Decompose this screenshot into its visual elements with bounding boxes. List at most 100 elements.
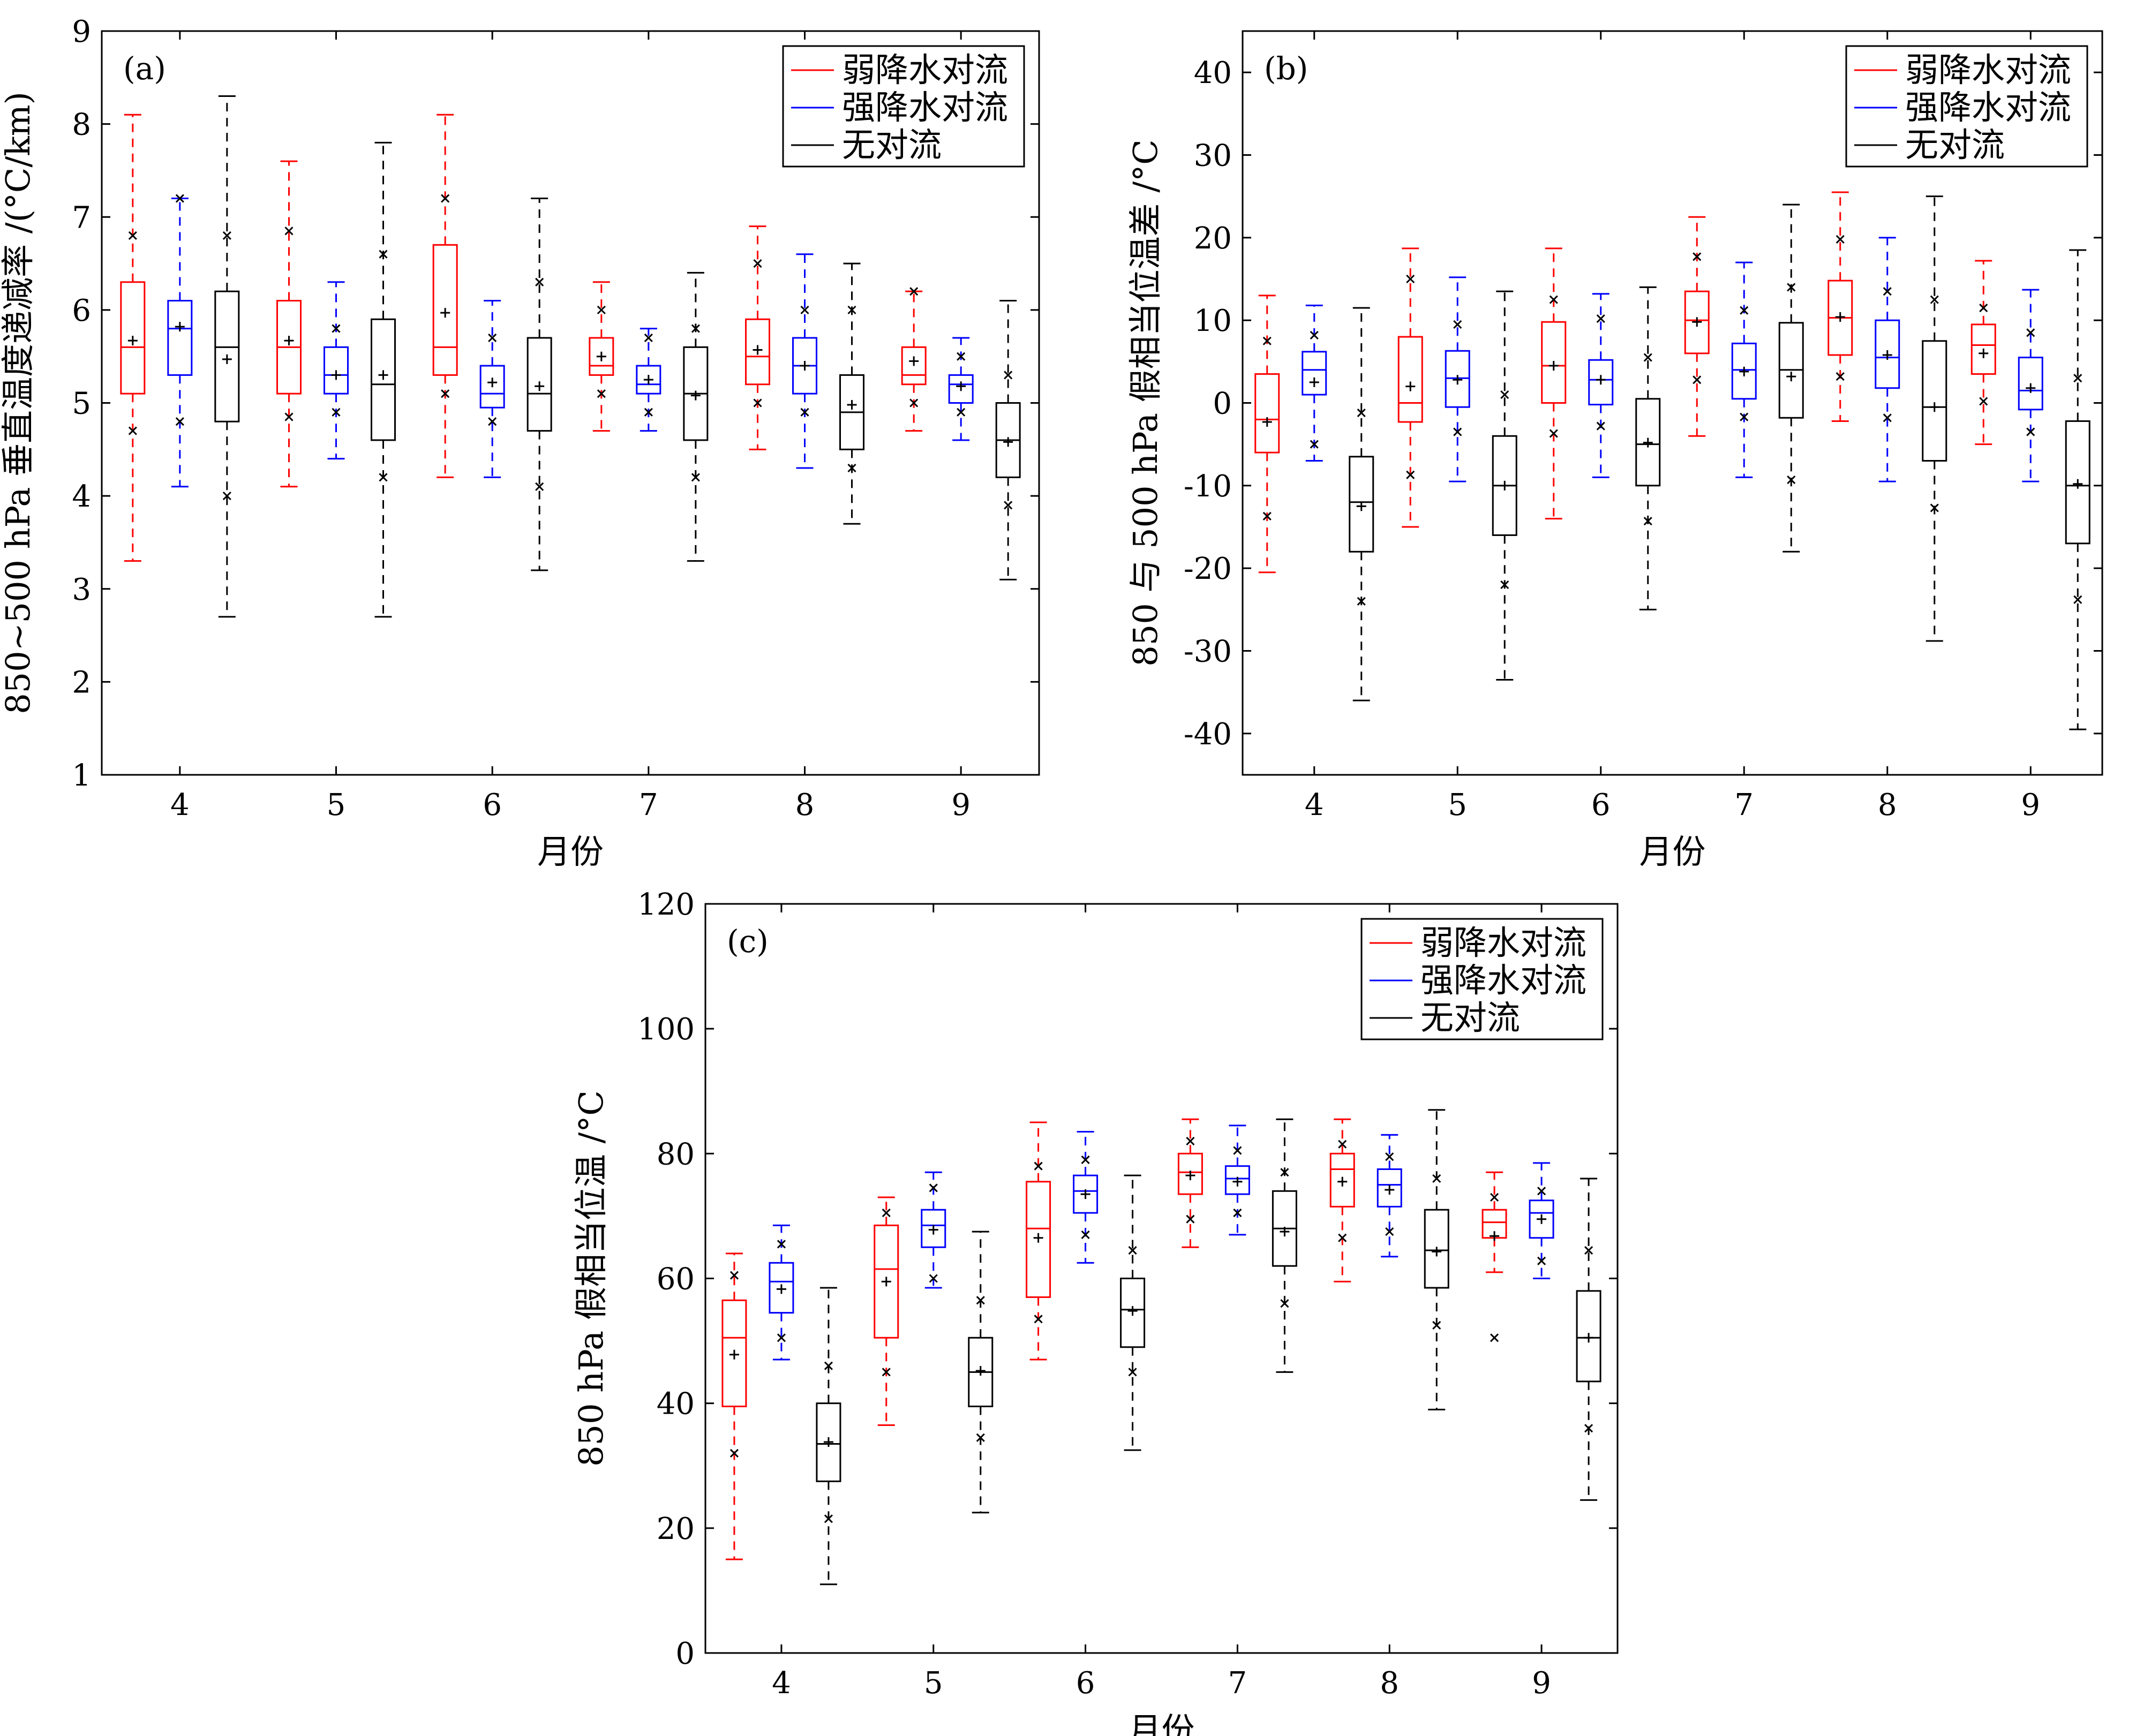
upper-percentile-marker	[284, 227, 294, 236]
mean-marker	[1979, 348, 1989, 358]
y-tick-label: 0	[675, 1636, 695, 1671]
box-8	[1424, 1109, 1449, 1410]
upper-percentile-marker	[691, 324, 700, 333]
upper-percentile-marker	[1310, 330, 1319, 340]
mean-marker	[1739, 366, 1749, 376]
box-4	[120, 114, 146, 562]
box-9	[2018, 289, 2043, 482]
upper-percentile-marker	[800, 305, 809, 314]
mean-marker	[175, 322, 185, 332]
box-8	[1922, 195, 1947, 642]
lower-percentile-marker	[957, 407, 966, 417]
iqr-box	[1349, 456, 1374, 553]
upper-percentile-marker	[175, 194, 184, 203]
lower-percentile-marker	[1406, 470, 1415, 479]
mean-marker	[1127, 1306, 1138, 1316]
lower-percentile-marker	[1338, 1233, 1347, 1242]
series-3	[816, 1109, 1601, 1586]
mean-marker	[1356, 501, 1366, 511]
lower-percentile-marker	[535, 482, 544, 491]
x-axis-label: 月份	[1639, 832, 1705, 871]
box-6	[527, 198, 552, 571]
y-tick-label: 7	[72, 200, 91, 235]
box-4	[1349, 307, 1374, 701]
y-tick-label: 10	[1194, 304, 1232, 338]
box-6	[1073, 1131, 1099, 1264]
upper-percentile-marker	[753, 259, 762, 268]
box-9	[948, 337, 974, 441]
upper-percentile-marker	[1280, 1168, 1289, 1177]
series-1	[721, 1118, 1507, 1560]
upper-percentile-marker	[824, 1361, 833, 1370]
y-tick-label: 80	[657, 1137, 695, 1172]
series-1	[1254, 191, 1996, 573]
box-7	[636, 328, 661, 432]
x-tick-label: 8	[1878, 788, 1897, 822]
upper-percentile-marker	[882, 1209, 891, 1218]
mean-marker	[1033, 1233, 1043, 1243]
mean-marker	[881, 1277, 891, 1287]
iqr-box	[167, 300, 193, 376]
upper-percentile-marker	[1500, 390, 1509, 399]
lower-percentile-marker	[441, 389, 450, 398]
box-9	[1576, 1178, 1601, 1501]
mean-marker	[1337, 1176, 1348, 1187]
mean-marker	[975, 1366, 986, 1376]
box-5	[1492, 290, 1517, 681]
upper-percentile-marker	[128, 231, 137, 240]
lower-percentile-marker	[824, 1514, 833, 1523]
y-tick-label: -40	[1184, 717, 1232, 752]
lower-percentile-marker	[644, 407, 653, 417]
lower-percentile-marker	[1186, 1214, 1195, 1224]
y-tick-label: 5	[72, 387, 91, 421]
lower-percentile-marker	[729, 1448, 739, 1458]
legend-label-2: 强降水对流	[1420, 961, 1586, 1000]
lower-percentile-marker	[1787, 475, 1796, 485]
lower-percentile-marker	[1836, 372, 1845, 381]
box-5	[1397, 247, 1423, 528]
x-tick-label: 5	[327, 788, 346, 822]
legend-label-2: 强降水对流	[1905, 88, 2071, 127]
mean-marker	[1232, 1176, 1243, 1187]
upper-percentile-marker	[644, 333, 653, 343]
lower-percentile-marker	[284, 412, 294, 421]
upper-percentile-marker	[488, 333, 497, 343]
mean-marker	[1786, 372, 1796, 382]
mean-marker	[1929, 402, 1939, 412]
lower-percentile-marker	[1262, 511, 1272, 520]
y-tick-label: 120	[637, 887, 695, 922]
box-4	[721, 1252, 747, 1560]
box-8	[745, 225, 770, 450]
mean-marker	[1280, 1227, 1290, 1237]
upper-percentile-marker	[909, 287, 919, 296]
x-tick-label: 7	[1228, 1666, 1247, 1701]
lower-percentile-marker	[1128, 1368, 1137, 1377]
legend-label-2: 强降水对流	[842, 88, 1008, 127]
y-tick-label: 8	[72, 108, 91, 142]
box-6	[1120, 1174, 1146, 1451]
upper-percentile-marker	[957, 352, 966, 361]
upper-percentile-marker	[1406, 274, 1415, 284]
iqr-box	[921, 1209, 946, 1248]
mean-marker	[596, 351, 606, 361]
upper-percentile-marker	[1490, 1192, 1499, 1202]
upper-percentile-marker	[1693, 252, 1702, 261]
x-tick-label: 7	[639, 788, 658, 822]
mean-marker	[1835, 312, 1845, 322]
y-tick-label: -10	[1184, 469, 1232, 504]
lower-percentile-marker	[1081, 1230, 1090, 1239]
mean-marker	[331, 370, 341, 380]
x-tick-label: 5	[1448, 788, 1467, 822]
mean-marker	[284, 336, 294, 346]
mean-marker	[1584, 1333, 1594, 1343]
mean-marker	[1643, 437, 1653, 448]
mean-marker	[440, 308, 450, 318]
lower-percentile-marker	[800, 407, 809, 417]
upper-percentile-marker	[1584, 1246, 1593, 1255]
legend-label-3: 无对流	[1905, 125, 2005, 164]
iqr-box	[1302, 351, 1327, 396]
box-8	[839, 262, 864, 525]
lower-percentile-marker	[1233, 1209, 1242, 1218]
lower-percentile-marker	[1453, 427, 1462, 436]
x-tick-label: 8	[795, 788, 815, 822]
